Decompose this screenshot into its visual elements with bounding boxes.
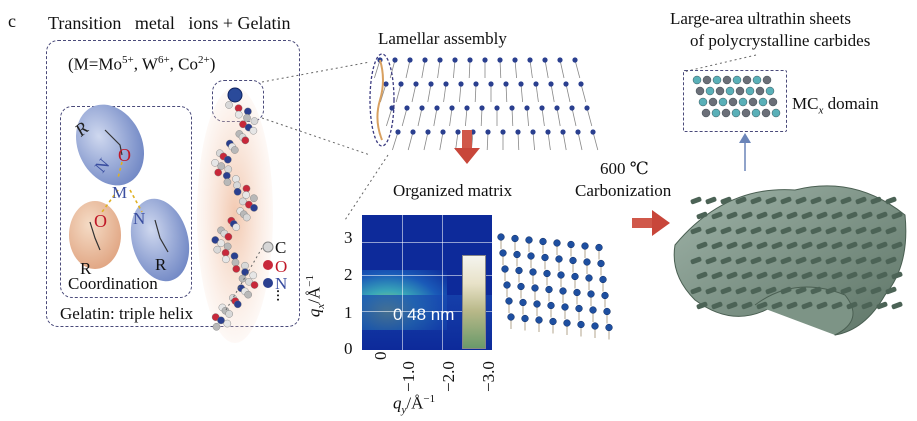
- sheets-title-line2: of polycrystalline carbides: [690, 31, 871, 50]
- atom-n-bottom: N: [133, 209, 146, 228]
- lamellar-label: Lamellar assembly: [378, 29, 507, 48]
- lamellar-highlight: [369, 53, 395, 147]
- atom-r-left: R: [80, 259, 92, 278]
- saxs-ytick-3: 3: [344, 228, 353, 247]
- domain-dashed-box: [683, 70, 787, 132]
- matrix-label: Organized matrix: [393, 181, 513, 200]
- saxs-xtick-1: −1.0: [399, 361, 418, 392]
- atom-m: M: [112, 183, 128, 202]
- left-title: Transition metal ions + Gelatin: [48, 13, 291, 33]
- atom-legend: [262, 241, 274, 288]
- sheets-title-line1: Large-area ultrathin sheets: [670, 9, 851, 28]
- saxs-ylabel: qx/Å−1: [304, 274, 328, 318]
- saxs-colorbar: [462, 255, 486, 349]
- legend-o: O: [275, 257, 288, 276]
- saxs-xtick-0: 0: [371, 351, 390, 361]
- saxs-ytick-0: 0: [344, 339, 353, 358]
- coordination-label: Coordination: [68, 274, 158, 293]
- carbonization-label: Carbonization: [575, 181, 672, 200]
- legend-more: ...: [273, 289, 292, 302]
- domain-label: MCx domain: [792, 94, 879, 117]
- legend-c: C: [275, 238, 287, 257]
- atom-r-right: R: [155, 255, 167, 274]
- saxs-heatmap: [362, 215, 492, 350]
- metal-list: (M=Mo5+, W6+, Co2+): [68, 54, 216, 74]
- legend-n: N: [275, 274, 288, 293]
- panel-label: c: [8, 11, 16, 31]
- coordination-dashed-box: [60, 106, 192, 298]
- saxs-ytick-1: 1: [344, 303, 353, 322]
- temperature-label: 600 ℃: [600, 159, 649, 178]
- organized-matrix-illustration: [497, 233, 613, 340]
- ligand-right-ellipse: [130, 198, 190, 282]
- mcx-domain-crystal: [692, 75, 781, 118]
- saxs-ytick-2: 2: [344, 265, 353, 284]
- gelatin-label: Gelatin: triple helix: [60, 304, 194, 323]
- saxs-annotation: 0 48 nm: [393, 305, 455, 324]
- arrow-up-blue: [739, 133, 751, 171]
- arrow-right-red: [632, 210, 670, 236]
- metal-ion-sphere: [227, 87, 243, 103]
- ligand-top-ellipse: [75, 104, 145, 186]
- saxs-xtick-2: −2.0: [439, 361, 458, 392]
- carbide-sheet-illustration: [673, 185, 907, 336]
- gelatin-dashed-box: [46, 40, 300, 327]
- saxs-overlay-box: [617, 307, 645, 337]
- coordination-schematic: [69, 104, 190, 282]
- atom-o-bottom: O: [94, 211, 107, 231]
- saxs-xtick-3: −3.0: [479, 361, 498, 392]
- atom-o-top: O: [118, 145, 131, 165]
- ligand-left-ellipse: [69, 201, 121, 269]
- arrow-down-red: [454, 130, 480, 164]
- saxs-xlabel: qy/Å−1: [393, 393, 436, 417]
- lamellar-illustration: [369, 53, 599, 151]
